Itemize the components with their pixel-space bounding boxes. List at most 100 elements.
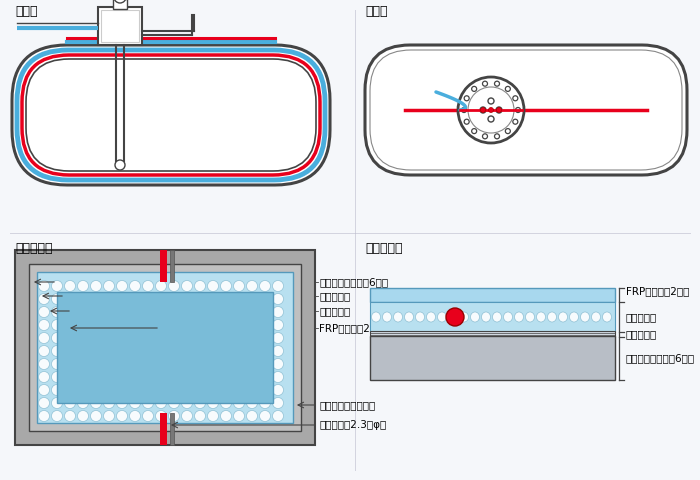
Circle shape (90, 372, 101, 383)
Circle shape (90, 293, 101, 304)
Circle shape (195, 320, 206, 331)
Circle shape (155, 410, 167, 421)
Circle shape (496, 107, 502, 113)
Circle shape (195, 384, 206, 396)
Circle shape (246, 410, 258, 421)
Circle shape (195, 293, 206, 304)
Circle shape (260, 384, 270, 396)
Circle shape (78, 359, 88, 370)
Circle shape (220, 410, 232, 421)
Text: タンク鋼板部分（6㎜）: タンク鋼板部分（6㎜） (319, 277, 388, 287)
Circle shape (78, 320, 88, 331)
Ellipse shape (536, 312, 545, 322)
Circle shape (116, 307, 127, 317)
Circle shape (260, 293, 270, 304)
Circle shape (207, 397, 218, 408)
Circle shape (143, 307, 153, 317)
Text: ポリエステルパイプ: ポリエステルパイプ (319, 400, 375, 410)
Circle shape (116, 346, 127, 357)
Circle shape (181, 333, 193, 344)
Circle shape (234, 333, 244, 344)
Circle shape (38, 372, 50, 383)
Ellipse shape (482, 312, 491, 322)
Circle shape (260, 320, 270, 331)
Circle shape (482, 81, 487, 86)
Circle shape (104, 397, 115, 408)
Circle shape (38, 307, 50, 317)
Circle shape (505, 86, 510, 91)
Circle shape (64, 397, 76, 408)
Circle shape (234, 293, 244, 304)
Circle shape (482, 134, 487, 139)
Bar (370, 302, 615, 332)
Circle shape (260, 280, 270, 291)
Circle shape (513, 96, 518, 101)
Circle shape (78, 397, 88, 408)
Circle shape (169, 384, 179, 396)
Circle shape (78, 307, 88, 317)
Circle shape (260, 346, 270, 357)
Bar (370, 288, 615, 302)
Ellipse shape (526, 312, 535, 322)
Circle shape (234, 359, 244, 370)
Ellipse shape (393, 312, 402, 322)
Circle shape (104, 410, 115, 421)
Circle shape (130, 280, 141, 291)
Circle shape (143, 397, 153, 408)
Circle shape (220, 346, 232, 357)
Circle shape (38, 346, 50, 357)
Circle shape (90, 346, 101, 357)
Circle shape (220, 320, 232, 331)
Circle shape (472, 129, 477, 133)
Circle shape (220, 397, 232, 408)
Circle shape (234, 320, 244, 331)
Circle shape (38, 280, 50, 291)
Circle shape (116, 372, 127, 383)
Circle shape (64, 359, 76, 370)
Circle shape (181, 359, 193, 370)
Circle shape (38, 410, 50, 421)
Text: 詳細俯瞰図: 詳細俯瞰図 (15, 242, 52, 255)
Circle shape (181, 293, 193, 304)
Bar (101, 10, 139, 42)
Circle shape (52, 280, 62, 291)
Bar (160, 413, 167, 445)
Circle shape (90, 280, 101, 291)
Circle shape (104, 307, 115, 317)
Circle shape (246, 280, 258, 291)
Bar (370, 331, 615, 337)
Circle shape (220, 307, 232, 317)
Circle shape (515, 108, 521, 112)
Circle shape (155, 280, 167, 291)
Ellipse shape (372, 312, 381, 322)
Bar (113, 0, 127, 9)
Circle shape (272, 307, 284, 317)
Circle shape (195, 280, 206, 291)
Circle shape (52, 384, 62, 396)
Circle shape (52, 397, 62, 408)
FancyBboxPatch shape (365, 45, 687, 175)
Circle shape (220, 333, 232, 344)
Circle shape (78, 384, 88, 396)
Circle shape (64, 333, 76, 344)
Ellipse shape (603, 312, 612, 322)
Circle shape (64, 372, 76, 383)
Circle shape (143, 410, 153, 421)
Ellipse shape (416, 312, 424, 322)
Circle shape (104, 346, 115, 357)
Circle shape (104, 372, 115, 383)
Circle shape (181, 410, 193, 421)
Circle shape (169, 333, 179, 344)
Circle shape (207, 346, 218, 357)
Circle shape (246, 346, 258, 357)
Circle shape (104, 384, 115, 396)
Bar (57, 292, 273, 403)
Circle shape (78, 280, 88, 291)
Circle shape (260, 333, 270, 344)
Circle shape (488, 98, 494, 104)
Circle shape (234, 280, 244, 291)
Circle shape (220, 359, 232, 370)
Text: プライマー: プライマー (319, 291, 350, 301)
Circle shape (464, 96, 469, 101)
Circle shape (104, 293, 115, 304)
